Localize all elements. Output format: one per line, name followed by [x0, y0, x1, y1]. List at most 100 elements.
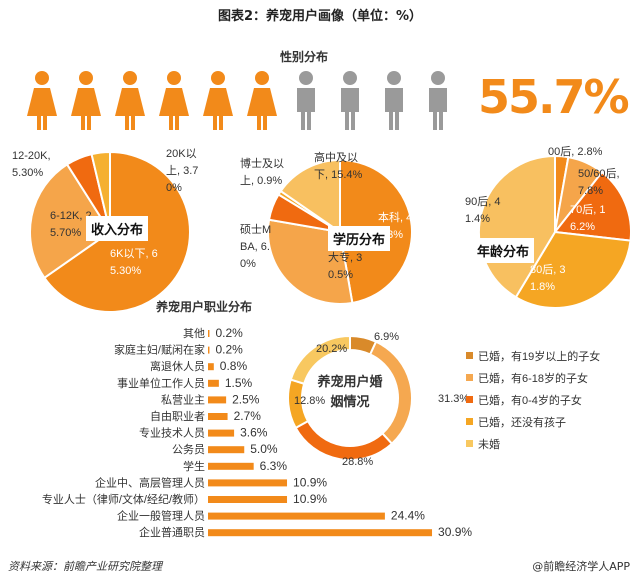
gender-title: 性别分布 [280, 50, 329, 64]
legend-label: 已婚，有19岁以上的子女 [478, 349, 600, 363]
bar-value: 5.0% [250, 442, 278, 456]
bar-category: 专业人士（律师/文体/经纪/教师） [42, 492, 205, 506]
donut-title: 养宠用户婚姻情况 [317, 375, 383, 410]
bar-value: 0.8% [220, 359, 248, 373]
donut-label: 6.9% [374, 331, 399, 343]
bar-category: 私营业主 [161, 392, 205, 406]
bar [208, 330, 210, 337]
legend-swatch [466, 440, 473, 447]
bar-value: 10.9% [293, 475, 327, 489]
bar [208, 413, 228, 420]
age-label: 70后, 16.2% [570, 204, 606, 233]
bar-category: 自由职业者 [150, 409, 205, 423]
female-icon [123, 71, 137, 85]
legend-label: 已婚，有0-4岁的子女 [478, 393, 582, 407]
bar-category: 专业技术人员 [139, 426, 205, 440]
bar-value: 3.6% [240, 426, 268, 440]
bar-value: 2.5% [232, 392, 260, 406]
female-icon [79, 71, 93, 85]
male-icon [341, 88, 359, 130]
bar-category: 学生 [183, 459, 205, 473]
bar [208, 396, 227, 404]
bar-value: 24.4% [391, 509, 425, 523]
donut-label: 12.8% [294, 395, 325, 407]
age-label: 50/60后, 7.8% [578, 168, 620, 197]
male-icon [429, 88, 447, 130]
bar-value: 2.7% [234, 409, 262, 423]
page-title: 图表2：养宠用户画像（单位：%） [217, 9, 423, 24]
male-icon [385, 88, 403, 130]
income-label: 20K以上, 3.70% [166, 148, 199, 194]
female-icon [167, 71, 181, 85]
bar [208, 479, 288, 487]
income-pie-title: 收入分布 [86, 216, 149, 241]
income-pie-slice [29, 163, 112, 280]
bar-value: 10.9% [293, 492, 327, 506]
female-icon [71, 88, 101, 130]
bar-value: 0.2% [215, 326, 243, 340]
bar-category: 公务员 [172, 443, 205, 456]
income-label: 6-12K, 25.70% [50, 210, 92, 239]
legend-label: 未婚 [478, 437, 500, 451]
edu-label: 博士及以上, 0.9% [240, 158, 284, 187]
female-icon [35, 71, 49, 85]
age-pie-slice [553, 170, 632, 242]
female-icon [115, 88, 145, 130]
edu-label: 高中及以下, 15.4% [314, 152, 363, 181]
donut-label: 28.8% [342, 456, 373, 468]
male-icon [387, 71, 401, 85]
age-pie-title: 年龄分布 [472, 238, 535, 263]
donut-label: 31.3% [438, 393, 469, 405]
age-label: 80后, 31.8% [530, 264, 566, 293]
bar [208, 379, 219, 387]
legend-label: 已婚，有6-18岁的子女 [478, 371, 588, 385]
female-icon [211, 71, 225, 85]
marriage-donut-slice [294, 419, 394, 461]
bar [208, 462, 254, 470]
male-icon [299, 71, 313, 85]
income-label: 12-20K, 5.30% [12, 150, 51, 179]
female-icon [159, 88, 189, 130]
source-note: 资料来源：前瞻产业研究院整理 [8, 560, 162, 573]
bar-value: 1.5% [225, 376, 253, 390]
edu-label: 硕士MBA, 6.0% [240, 224, 272, 270]
bar-category: 离退休人员 [150, 359, 205, 373]
age-label: 00后, 2.8% [548, 146, 603, 158]
donut-label: 20.2% [316, 343, 347, 355]
legend-label: 已婚，还没有孩子 [478, 415, 566, 429]
bar [208, 446, 245, 454]
edu-label: 大专, 30.5% [328, 252, 363, 281]
bar-category: 家庭主妇/赋闲在家 [114, 343, 205, 357]
male-icon [343, 71, 357, 85]
bar-value: 6.3% [260, 459, 288, 473]
female-icon [255, 71, 269, 85]
marriage-donut-slice [289, 334, 351, 385]
legend-swatch [466, 352, 473, 359]
gender-value: 55.7% [478, 70, 630, 124]
legend-swatch [466, 418, 473, 425]
male-icon [297, 88, 315, 130]
edu-pie-title: 学历分布 [328, 226, 391, 251]
bar [208, 496, 288, 503]
income-label: 6K以下, 65.30% [110, 248, 158, 277]
edu-pie-slice [279, 158, 341, 234]
income-pie-slice [90, 150, 111, 233]
bar-category: 企业一般管理人员 [117, 509, 205, 523]
bar [208, 529, 433, 537]
bar [208, 363, 214, 371]
bar-category: 事业单位工作人员 [117, 376, 205, 390]
brand-note: @前瞻经济学人APP [532, 560, 630, 573]
male-icon [431, 71, 445, 85]
bar [208, 512, 385, 520]
legend-swatch [466, 396, 473, 403]
age-label: 90后, 41.4% [465, 196, 501, 225]
bar [208, 429, 235, 437]
female-icon [203, 88, 233, 130]
bar-value: 30.9% [438, 525, 472, 539]
bar-value: 0.2% [215, 343, 243, 357]
bar-category: 企业普通职员 [139, 525, 205, 539]
female-icon [27, 88, 57, 130]
bar-category: 企业中、高层管理人员 [95, 475, 205, 489]
